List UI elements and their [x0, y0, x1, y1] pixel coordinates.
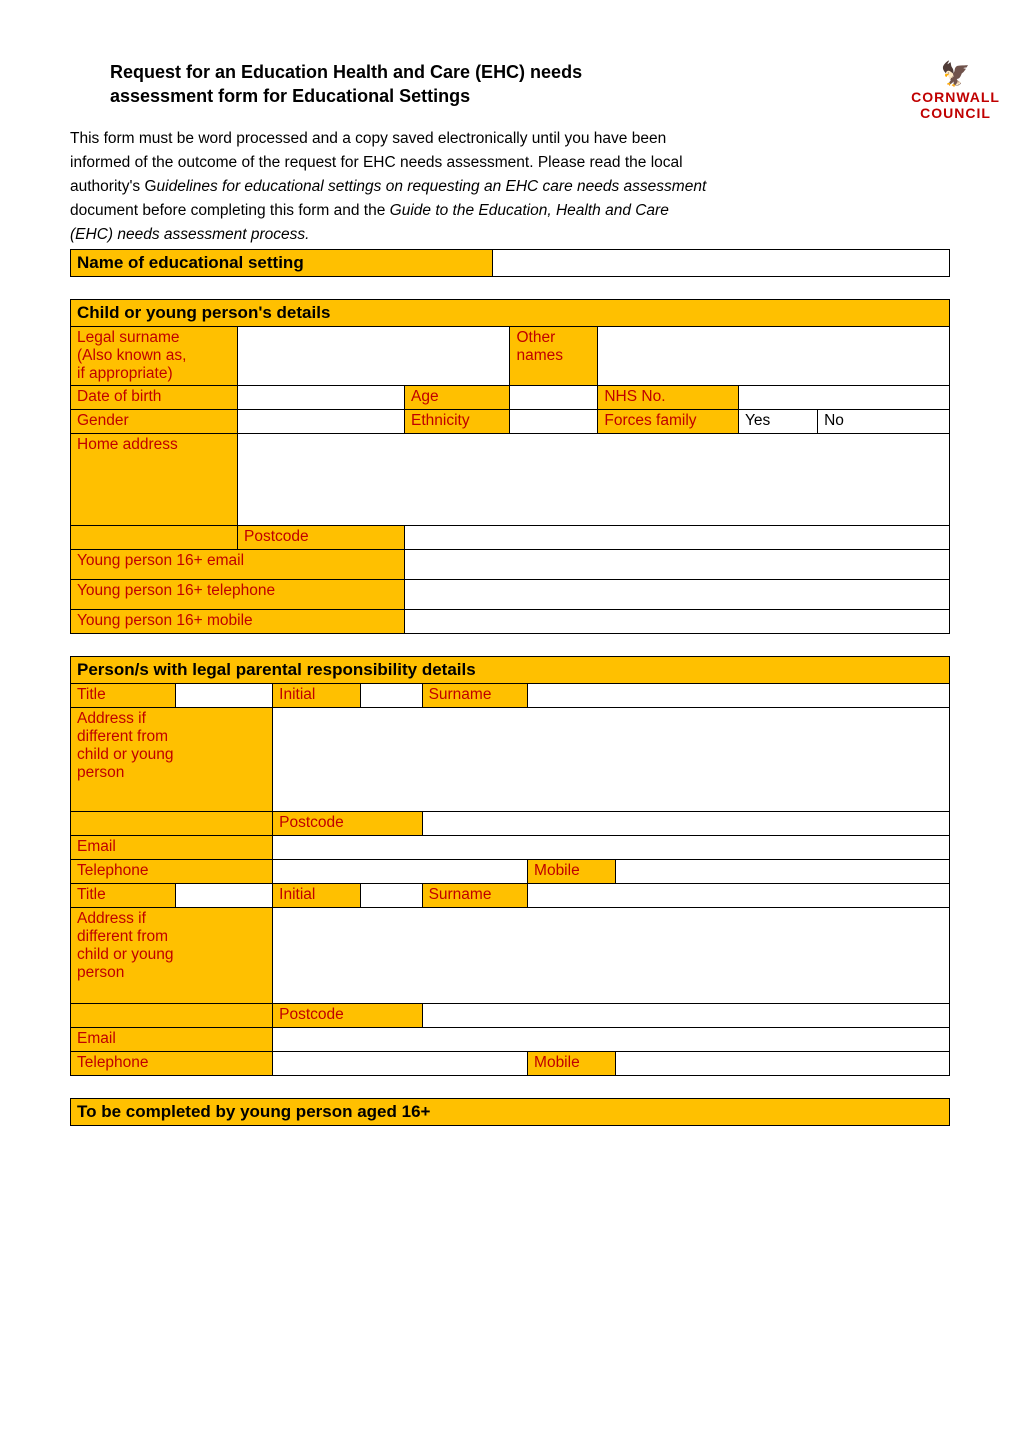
- g2-addr-value[interactable]: [273, 907, 950, 1003]
- g2-title-label: Title: [71, 883, 176, 907]
- yp-tel-value[interactable]: [405, 579, 950, 609]
- logo-line1: CORNWALL: [911, 89, 1000, 105]
- yp-email-label: Young person 16+ email: [71, 549, 405, 579]
- g1-postcode-value[interactable]: [422, 811, 949, 835]
- gender-label: Gender: [71, 409, 238, 433]
- home-address-label: Home address: [71, 433, 238, 525]
- other-names-label: Other names: [510, 326, 598, 385]
- g2-tel-label: Telephone: [71, 1051, 273, 1075]
- crest-icon: 🦅: [911, 60, 1000, 89]
- age-value[interactable]: [510, 385, 598, 409]
- yp-tel-label: Young person 16+ telephone: [71, 579, 405, 609]
- g1-title-value[interactable]: [176, 683, 273, 707]
- dob-label: Date of birth: [71, 385, 238, 409]
- setting-label: Name of educational setting: [71, 249, 493, 276]
- g2-email-label: Email: [71, 1027, 273, 1051]
- setting-table: Name of educational setting: [70, 249, 950, 277]
- page-title: Request for an Education Health and Care…: [110, 60, 950, 109]
- g2-title-value[interactable]: [176, 883, 273, 907]
- g2-addr-label-cont: [71, 1003, 273, 1027]
- forces-no[interactable]: No: [818, 409, 950, 433]
- g2-postcode-label: Postcode: [273, 1003, 422, 1027]
- g1-initial-label: Initial: [273, 683, 361, 707]
- g2-email-value[interactable]: [273, 1027, 950, 1051]
- g1-email-label: Email: [71, 835, 273, 859]
- yp-mob-label: Young person 16+ mobile: [71, 609, 405, 633]
- guardian-header: Person/s with legal parental responsibil…: [71, 656, 950, 683]
- logo-line2: COUNCIL: [911, 105, 1000, 121]
- legal-surname-value[interactable]: [238, 326, 510, 385]
- age-label: Age: [405, 385, 510, 409]
- yp-email-value[interactable]: [405, 549, 950, 579]
- home-address-label-cont: [71, 525, 238, 549]
- g2-postcode-value[interactable]: [422, 1003, 949, 1027]
- forces-label: Forces family: [598, 409, 739, 433]
- other-names-value[interactable]: [598, 326, 950, 385]
- intro-paragraph: This form must be word processed and a c…: [70, 127, 950, 247]
- g1-tel-value[interactable]: [273, 859, 528, 883]
- g1-addr-label-cont: [71, 811, 273, 835]
- yp16-header: To be completed by young person aged 16+: [71, 1098, 950, 1125]
- g1-email-value[interactable]: [273, 835, 950, 859]
- legal-surname-label: Legal surname (Also known as, if appropr…: [71, 326, 238, 385]
- g2-initial-label: Initial: [273, 883, 361, 907]
- home-address-value[interactable]: [238, 433, 950, 525]
- ethnicity-label: Ethnicity: [405, 409, 510, 433]
- g1-surname-value[interactable]: [528, 683, 950, 707]
- gender-value[interactable]: [238, 409, 405, 433]
- g1-tel-label: Telephone: [71, 859, 273, 883]
- postcode-label: Postcode: [238, 525, 405, 549]
- g2-addr-label: Address if different from child or young…: [71, 907, 273, 1003]
- g2-tel-value[interactable]: [273, 1051, 528, 1075]
- g2-mob-value[interactable]: [615, 1051, 949, 1075]
- yp16-table: To be completed by young person aged 16+: [70, 1098, 950, 1126]
- setting-value[interactable]: [492, 249, 949, 276]
- g1-addr-value[interactable]: [273, 707, 950, 811]
- g1-mob-value[interactable]: [615, 859, 949, 883]
- g1-title-label: Title: [71, 683, 176, 707]
- forces-yes[interactable]: Yes: [738, 409, 817, 433]
- nhs-label: NHS No.: [598, 385, 739, 409]
- ethnicity-value[interactable]: [510, 409, 598, 433]
- g1-addr-label: Address if different from child or young…: [71, 707, 273, 811]
- g1-surname-label: Surname: [422, 683, 527, 707]
- page-title-block: Request for an Education Health and Care…: [110, 60, 950, 109]
- yp-mob-value[interactable]: [405, 609, 950, 633]
- g2-initial-value[interactable]: [361, 883, 423, 907]
- postcode-value[interactable]: [405, 525, 950, 549]
- guardian-table: Person/s with legal parental responsibil…: [70, 656, 950, 1076]
- dob-value[interactable]: [238, 385, 405, 409]
- nhs-value[interactable]: [738, 385, 949, 409]
- child-header: Child or young person's details: [71, 299, 950, 326]
- g1-postcode-label: Postcode: [273, 811, 422, 835]
- cornwall-logo: 🦅 CORNWALL COUNCIL: [911, 60, 1000, 121]
- g2-surname-value[interactable]: [528, 883, 950, 907]
- child-table: Child or young person's details Legal su…: [70, 299, 950, 634]
- g1-initial-value[interactable]: [361, 683, 423, 707]
- g2-mob-label: Mobile: [528, 1051, 616, 1075]
- g2-surname-label: Surname: [422, 883, 527, 907]
- g1-mob-label: Mobile: [528, 859, 616, 883]
